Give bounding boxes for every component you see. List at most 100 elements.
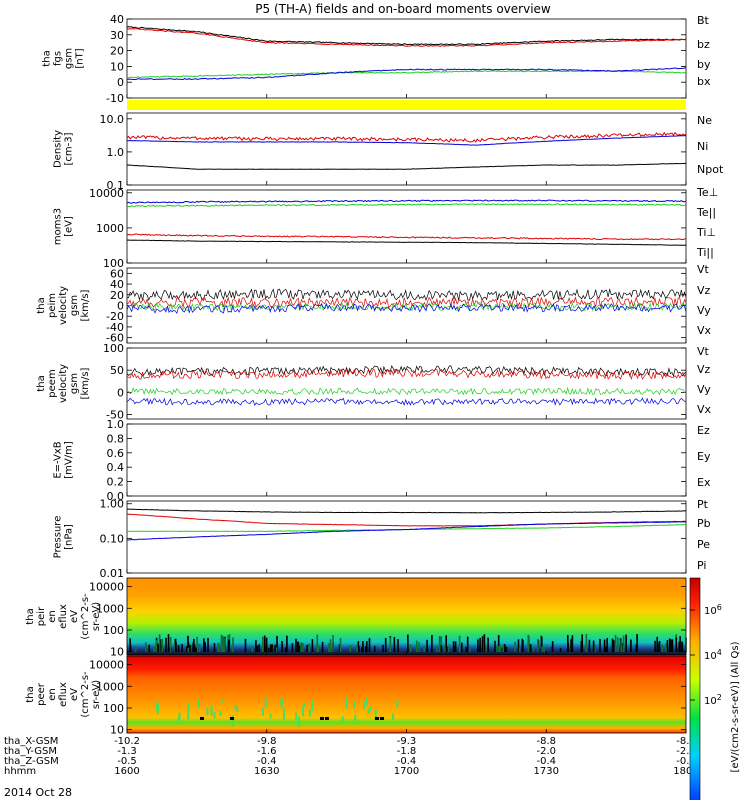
ytick-label: 20 (110, 289, 124, 302)
spectrogram-streak (224, 638, 226, 652)
spectrogram-streak (418, 642, 420, 652)
spectrogram-streak (338, 644, 341, 652)
spectrogram-streak (220, 634, 223, 652)
spectrogram-streak (265, 647, 268, 652)
colorbar-tick-label: 102 (704, 693, 722, 707)
spectrogram-streak (625, 634, 627, 652)
spectrogram-streak (264, 698, 267, 708)
spectrogram-streak (302, 642, 304, 652)
ytick-label: 10 (110, 724, 124, 737)
spectrogram-streak (204, 642, 206, 652)
footer-row-label: hhmm (4, 766, 36, 777)
ytick-label: 0.6 (107, 447, 125, 460)
spectrogram-streak (384, 638, 387, 652)
ylabel-line: tha (36, 375, 47, 391)
spectrogram-streak (497, 635, 500, 652)
spectrogram-streak (311, 700, 314, 712)
spectrogram-streak (426, 639, 428, 652)
spectrogram-streak (311, 639, 314, 652)
spectrogram-streak (656, 636, 658, 652)
ytick-label: 0.2 (107, 476, 125, 489)
spectrogram-streak (198, 699, 200, 708)
spectrogram-streak (361, 647, 363, 652)
spectrogram-streak (187, 702, 190, 715)
spectrogram-streak (329, 639, 332, 652)
spectrogram-streak (256, 645, 259, 652)
spectrogram-streak (302, 706, 305, 717)
series-line-Npot (126, 135, 687, 146)
ylabel-line: velocity (58, 286, 69, 325)
ylabel-line: sr-eV) (91, 602, 102, 631)
spectrogram-streak (658, 642, 660, 652)
legend-Vz: Vz (697, 284, 711, 297)
ylabel-line: en (47, 610, 58, 623)
ytick-label: 100 (103, 702, 124, 715)
legend-Vz: Vz (697, 363, 711, 376)
ytick-label: -10 (106, 92, 124, 105)
spectrogram-streak (232, 637, 234, 652)
footer-row-value: -0.4 (257, 756, 277, 767)
spectrogram-streak (261, 707, 264, 713)
spectrogram-streak (389, 637, 392, 652)
ylabel-line: velocity (58, 364, 69, 403)
spectrogram-streak (345, 697, 348, 709)
series-line-Ti⊥ (126, 199, 687, 204)
spectrogram-streak (494, 640, 496, 652)
ytick-label: 0.8 (107, 432, 125, 445)
spectrogram-streak (177, 645, 180, 652)
series-line-Vx (126, 397, 687, 407)
spectrogram-streak (604, 646, 607, 652)
spectrogram-streak (158, 634, 161, 652)
spectrogram-streak (195, 647, 197, 652)
spectrogram-streak (468, 647, 471, 652)
legend-Vx: Vx (697, 324, 712, 337)
ylabel-line: tha (42, 50, 53, 66)
legend-Pi: Pi (697, 559, 706, 572)
spectrogram-streak (339, 638, 342, 652)
spectrogram-streak (654, 640, 656, 652)
series-line-Vt (126, 288, 687, 302)
spectrogram-streak (291, 643, 294, 652)
panel-5: 1.00.8 0.60.4 0.20.0 E=-VxB [mV/m] Ez Ey Ex (53, 418, 711, 503)
spectrogram-streak (300, 642, 302, 652)
spectrogram-streak (477, 639, 479, 652)
ytick-label: 0.0 (107, 490, 125, 503)
legend-Pe: Pe (697, 538, 710, 551)
date-label: 2014 Oct 28 (4, 786, 72, 799)
spectrogram-streak (431, 635, 433, 652)
axes-box (126, 18, 687, 99)
ytick-label: -60 (106, 332, 124, 345)
spectrogram-streak (366, 641, 368, 652)
spectrogram-streak (532, 647, 535, 652)
legend-Te||: Te|| (696, 206, 716, 219)
series-line-Vz (126, 368, 687, 380)
spectrogram-streak (521, 638, 524, 652)
spectrogram-streak (636, 634, 638, 652)
spectrogram-streak (269, 714, 272, 719)
spectrogram-streak (274, 644, 276, 652)
spectrogram-streak (276, 635, 278, 652)
spectrogram-streak (367, 709, 370, 714)
legend-Ey: Ey (697, 450, 711, 463)
spectrogram-streak (621, 643, 623, 652)
ytick-label: -20 (106, 310, 124, 323)
spectrogram-streak (382, 644, 384, 652)
spectrogram-streak (541, 646, 543, 652)
spectrogram-streak (281, 641, 283, 652)
spectrogram-streak (614, 634, 617, 652)
spectrogram-streak (452, 641, 455, 652)
ytick-label: 0 (117, 300, 124, 313)
legend-Vy: Vy (697, 304, 711, 317)
footer-row-value: -8.2 (676, 736, 696, 747)
spectrogram-streak (409, 644, 412, 652)
spectrogram-streak (518, 647, 521, 652)
spectrogram-streak (169, 637, 172, 652)
spectrogram-streak (611, 638, 614, 652)
ytick-label: 1000 (96, 602, 124, 615)
spectrogram-streak (365, 646, 367, 652)
spectrogram-streak (423, 647, 426, 652)
spectrogram-streak (678, 641, 680, 652)
spectrogram-streak (661, 644, 664, 652)
